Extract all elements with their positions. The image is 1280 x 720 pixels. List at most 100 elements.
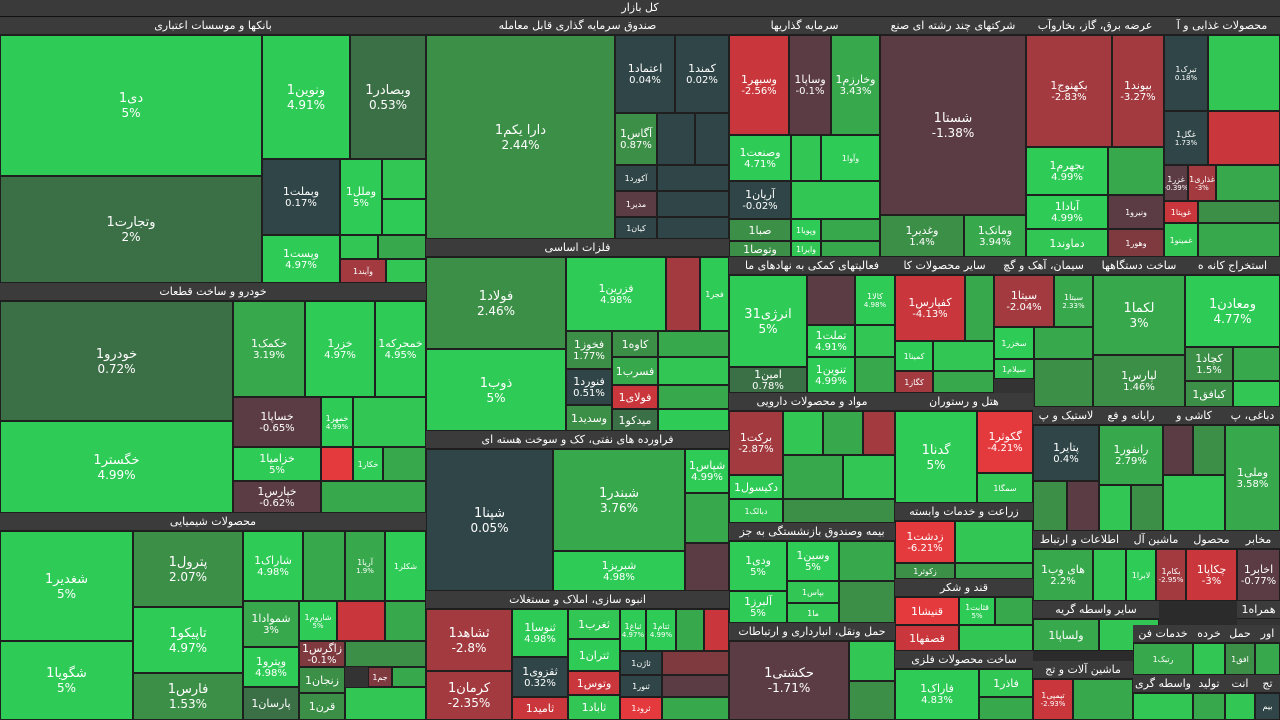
stock-tile[interactable] (791, 181, 880, 219)
stock-tile[interactable]: غویتا1 (1164, 201, 1198, 223)
stock-tile[interactable]: وپست1 4.97% (262, 235, 340, 283)
stock-tile[interactable]: قرن1 (299, 693, 345, 720)
stock-tile[interactable]: سمگا1 (977, 473, 1033, 503)
stock-tile[interactable]: زکوثر1 (895, 563, 955, 579)
stock-tile[interactable]: فولاد1 2.46% (426, 257, 566, 349)
stock-tile[interactable]: ثامید1 (512, 697, 568, 720)
stock-tile[interactable]: ثاژن1 (620, 651, 662, 675)
stock-tile[interactable]: کمند1 0.02% (675, 35, 729, 113)
sector-title[interactable]: مواد و محصولات دارویی (729, 393, 895, 411)
stock-tile[interactable]: ثاباد1 (568, 695, 620, 720)
stock-tile[interactable]: گدنا1 5% (895, 411, 977, 503)
stock-tile[interactable]: فجر1 (700, 257, 729, 331)
stock-tile[interactable] (1208, 35, 1280, 111)
stock-tile[interactable]: کالا1 4.98% (855, 275, 895, 325)
sector-title[interactable]: انبوه سازی، املاک و مستغلات (426, 591, 729, 609)
stock-tile[interactable] (823, 411, 863, 455)
stock-tile[interactable] (933, 341, 994, 371)
stock-tile[interactable]: آریان1 -0.02% (729, 181, 791, 219)
stock-tile[interactable]: کرمان1 -2.35% (426, 671, 512, 720)
stock-tile[interactable]: حکشتی1 -1.71% (729, 641, 849, 720)
stock-tile[interactable]: لپارس1 1.46% (1093, 355, 1185, 407)
stock-tile[interactable]: وهور1 (1108, 229, 1164, 257)
stock-tile[interactable]: وبملت1 0.17% (262, 159, 340, 235)
sector-title[interactable]: محصول (1186, 531, 1237, 549)
stock-tile[interactable]: چکاپا1 -3% (1186, 549, 1237, 601)
sector-title[interactable]: سایر محصولات کا (895, 257, 994, 275)
stock-tile[interactable]: کاوه1 (612, 331, 658, 357)
stock-tile[interactable]: آریا1 1.9% (345, 531, 385, 601)
sector-title[interactable]: لاستیک و پ (1033, 407, 1099, 425)
stock-tile[interactable]: وملل1 5% (340, 159, 382, 235)
stock-tile[interactable] (821, 241, 880, 257)
sector-title[interactable]: ساخت محصولات فلزی (895, 651, 1033, 669)
stock-tile[interactable]: زدشت1 -6.21% (895, 521, 955, 563)
stock-tile[interactable]: بجهرم1 4.99% (1026, 147, 1108, 195)
stock-tile[interactable] (849, 641, 895, 681)
stock-tile[interactable]: وغدیر1 1.4% (880, 215, 964, 257)
stock-tile[interactable] (685, 493, 729, 543)
stock-tile[interactable] (382, 159, 426, 199)
stock-tile[interactable] (685, 543, 729, 591)
stock-tile[interactable]: فاراک1 4.83% (895, 669, 979, 720)
stock-tile[interactable] (658, 357, 729, 385)
stock-tile[interactable]: قصفها1 (895, 625, 959, 651)
sector-title[interactable]: ساخت دستگاهها (1093, 257, 1185, 275)
stock-tile[interactable]: رتبک1 (1133, 643, 1193, 675)
stock-tile[interactable] (979, 697, 1033, 720)
stock-tile[interactable] (662, 651, 729, 675)
stock-tile[interactable] (839, 541, 895, 581)
stock-tile[interactable]: وپویا1 (791, 219, 821, 241)
stock-tile[interactable]: خکمک1 3.19% (233, 301, 305, 397)
stock-tile[interactable]: فاذر1 (979, 669, 1033, 697)
stock-tile[interactable]: ثنور1 (620, 675, 662, 697)
stock-tile[interactable]: خمهر1 4.99% (321, 397, 353, 447)
sector-title[interactable]: شرکتهای چند رشته ای صنع (880, 17, 1026, 35)
sector-title[interactable]: مخابر (1237, 531, 1280, 549)
stock-tile[interactable] (839, 581, 895, 623)
stock-tile[interactable]: ولساپا1 (1033, 619, 1099, 651)
stock-tile[interactable] (303, 531, 345, 601)
stock-tile[interactable]: اخابر1 -0.77% (1237, 549, 1280, 601)
sector-title[interactable]: سرمایه گذاریها (729, 17, 880, 35)
stock-tile[interactable]: فسرب1 (612, 357, 658, 385)
stock-tile[interactable] (1099, 485, 1131, 531)
stock-tile[interactable]: بکام1 -2.95% (1156, 549, 1186, 601)
sector-title[interactable]: ماشین آل (1126, 531, 1186, 549)
stock-tile[interactable] (1255, 643, 1280, 675)
stock-tile[interactable]: اعتماد1 0.04% (615, 35, 675, 113)
stock-tile[interactable] (1208, 111, 1280, 165)
stock-tile[interactable]: شاروم1 5% (299, 601, 337, 641)
stock-tile[interactable]: خمحرکه1 4.95% (375, 301, 426, 397)
stock-tile[interactable]: کفپارس1 -4.13% (895, 275, 965, 341)
stock-tile[interactable]: وتوصا1 (729, 241, 791, 257)
stock-tile[interactable]: ونوین1 4.91% (262, 35, 350, 159)
stock-tile[interactable] (392, 667, 426, 687)
stock-tile[interactable]: بیم (1255, 693, 1280, 720)
stock-tile[interactable]: شپاس1 4.99% (685, 449, 729, 493)
stock-tile[interactable]: وصنعت1 4.71% (729, 135, 791, 181)
stock-tile[interactable] (1233, 347, 1280, 381)
sector-title[interactable]: خدمات فن (1133, 625, 1193, 643)
stock-tile[interactable]: تاپیکو1 4.97% (133, 607, 243, 673)
stock-tile[interactable]: ومعادن1 4.77% (1185, 275, 1280, 347)
stock-tile[interactable] (1193, 425, 1225, 475)
stock-tile[interactable] (657, 217, 729, 239)
stock-tile[interactable] (345, 641, 426, 667)
stock-tile[interactable]: مدیر1 (615, 191, 657, 217)
stock-tile[interactable] (658, 331, 729, 357)
stock-tile[interactable]: خکار1 (353, 447, 383, 481)
stock-tile[interactable]: شموادا1 3% (243, 601, 299, 647)
stock-tile[interactable]: ثتام1 4.99% (646, 609, 676, 651)
stock-tile[interactable]: وتجارت1 2% (0, 176, 262, 283)
stock-tile[interactable] (662, 675, 729, 697)
stock-tile[interactable]: پترول1 2.07% (133, 531, 243, 607)
stock-tile[interactable]: فزرین1 4.98% (566, 257, 666, 331)
sector-title[interactable]: سیمان، آهک و گچ (994, 257, 1093, 275)
stock-tile[interactable] (662, 697, 729, 720)
stock-tile[interactable]: پتایر1 0.4% (1033, 425, 1099, 481)
stock-tile[interactable] (1073, 679, 1133, 720)
stock-tile[interactable] (855, 357, 895, 393)
stock-tile[interactable] (385, 601, 426, 641)
stock-tile[interactable] (1093, 549, 1126, 601)
